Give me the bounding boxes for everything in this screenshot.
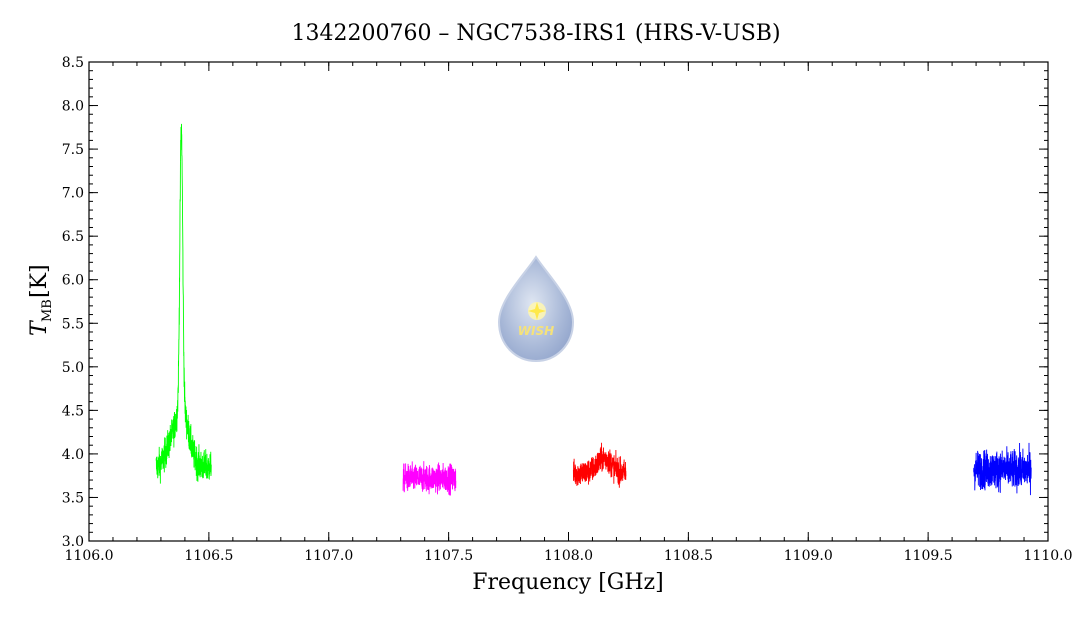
spectrum-series-4 <box>973 442 1032 496</box>
plot-frame <box>88 61 1049 542</box>
logo-text: WISH <box>518 324 554 338</box>
star-icon <box>528 302 546 320</box>
y-tick-label: 8.0 <box>62 99 84 115</box>
y-axis-label-group: T MB [K] <box>27 264 55 336</box>
spectrum-series-3 <box>572 442 627 488</box>
y-axis-label-unit: [K] <box>27 264 52 298</box>
x-tick-label: 1107.0 <box>304 548 353 564</box>
x-tick-label: 1108.5 <box>664 548 713 564</box>
x-tick-label: 1109.0 <box>784 548 833 564</box>
y-tick-label: 5.0 <box>62 360 84 376</box>
y-tick-label: 6.0 <box>62 273 84 289</box>
y-tick-label: 4.0 <box>62 447 84 463</box>
y-tick-label: 7.5 <box>62 142 84 158</box>
x-tick-label: 1109.5 <box>904 548 953 564</box>
x-axis-label: Frequency [GHz] <box>472 570 664 595</box>
y-tick-label: 4.5 <box>62 403 84 419</box>
y-tick-label: 3.5 <box>62 490 84 506</box>
x-tick-label: 1107.5 <box>424 548 473 564</box>
y-axis-label: T <box>27 319 52 336</box>
y-axis-label-subscript: MB <box>40 299 55 322</box>
x-tick-label: 1106.5 <box>184 548 233 564</box>
chart-title: 1342200760 – NGC7538-IRS1 (HRS-V-USB) <box>291 21 780 46</box>
y-tick-label: 3.0 <box>62 534 84 550</box>
x-tick-label: 1106.0 <box>65 548 114 564</box>
x-tick-label: 1108.0 <box>544 548 593 564</box>
y-tick-label: 6.5 <box>62 229 84 245</box>
spectrum-series-1 <box>155 123 212 484</box>
x-tick-label: 1110.0 <box>1024 548 1072 564</box>
y-tick-label: 5.5 <box>62 316 84 332</box>
y-tick-label: 7.0 <box>62 186 84 202</box>
y-tick-label: 8.5 <box>62 55 84 71</box>
wish-logo: WISH <box>497 255 575 363</box>
spectrum-series-2 <box>402 461 457 496</box>
plot-area <box>155 123 1032 496</box>
